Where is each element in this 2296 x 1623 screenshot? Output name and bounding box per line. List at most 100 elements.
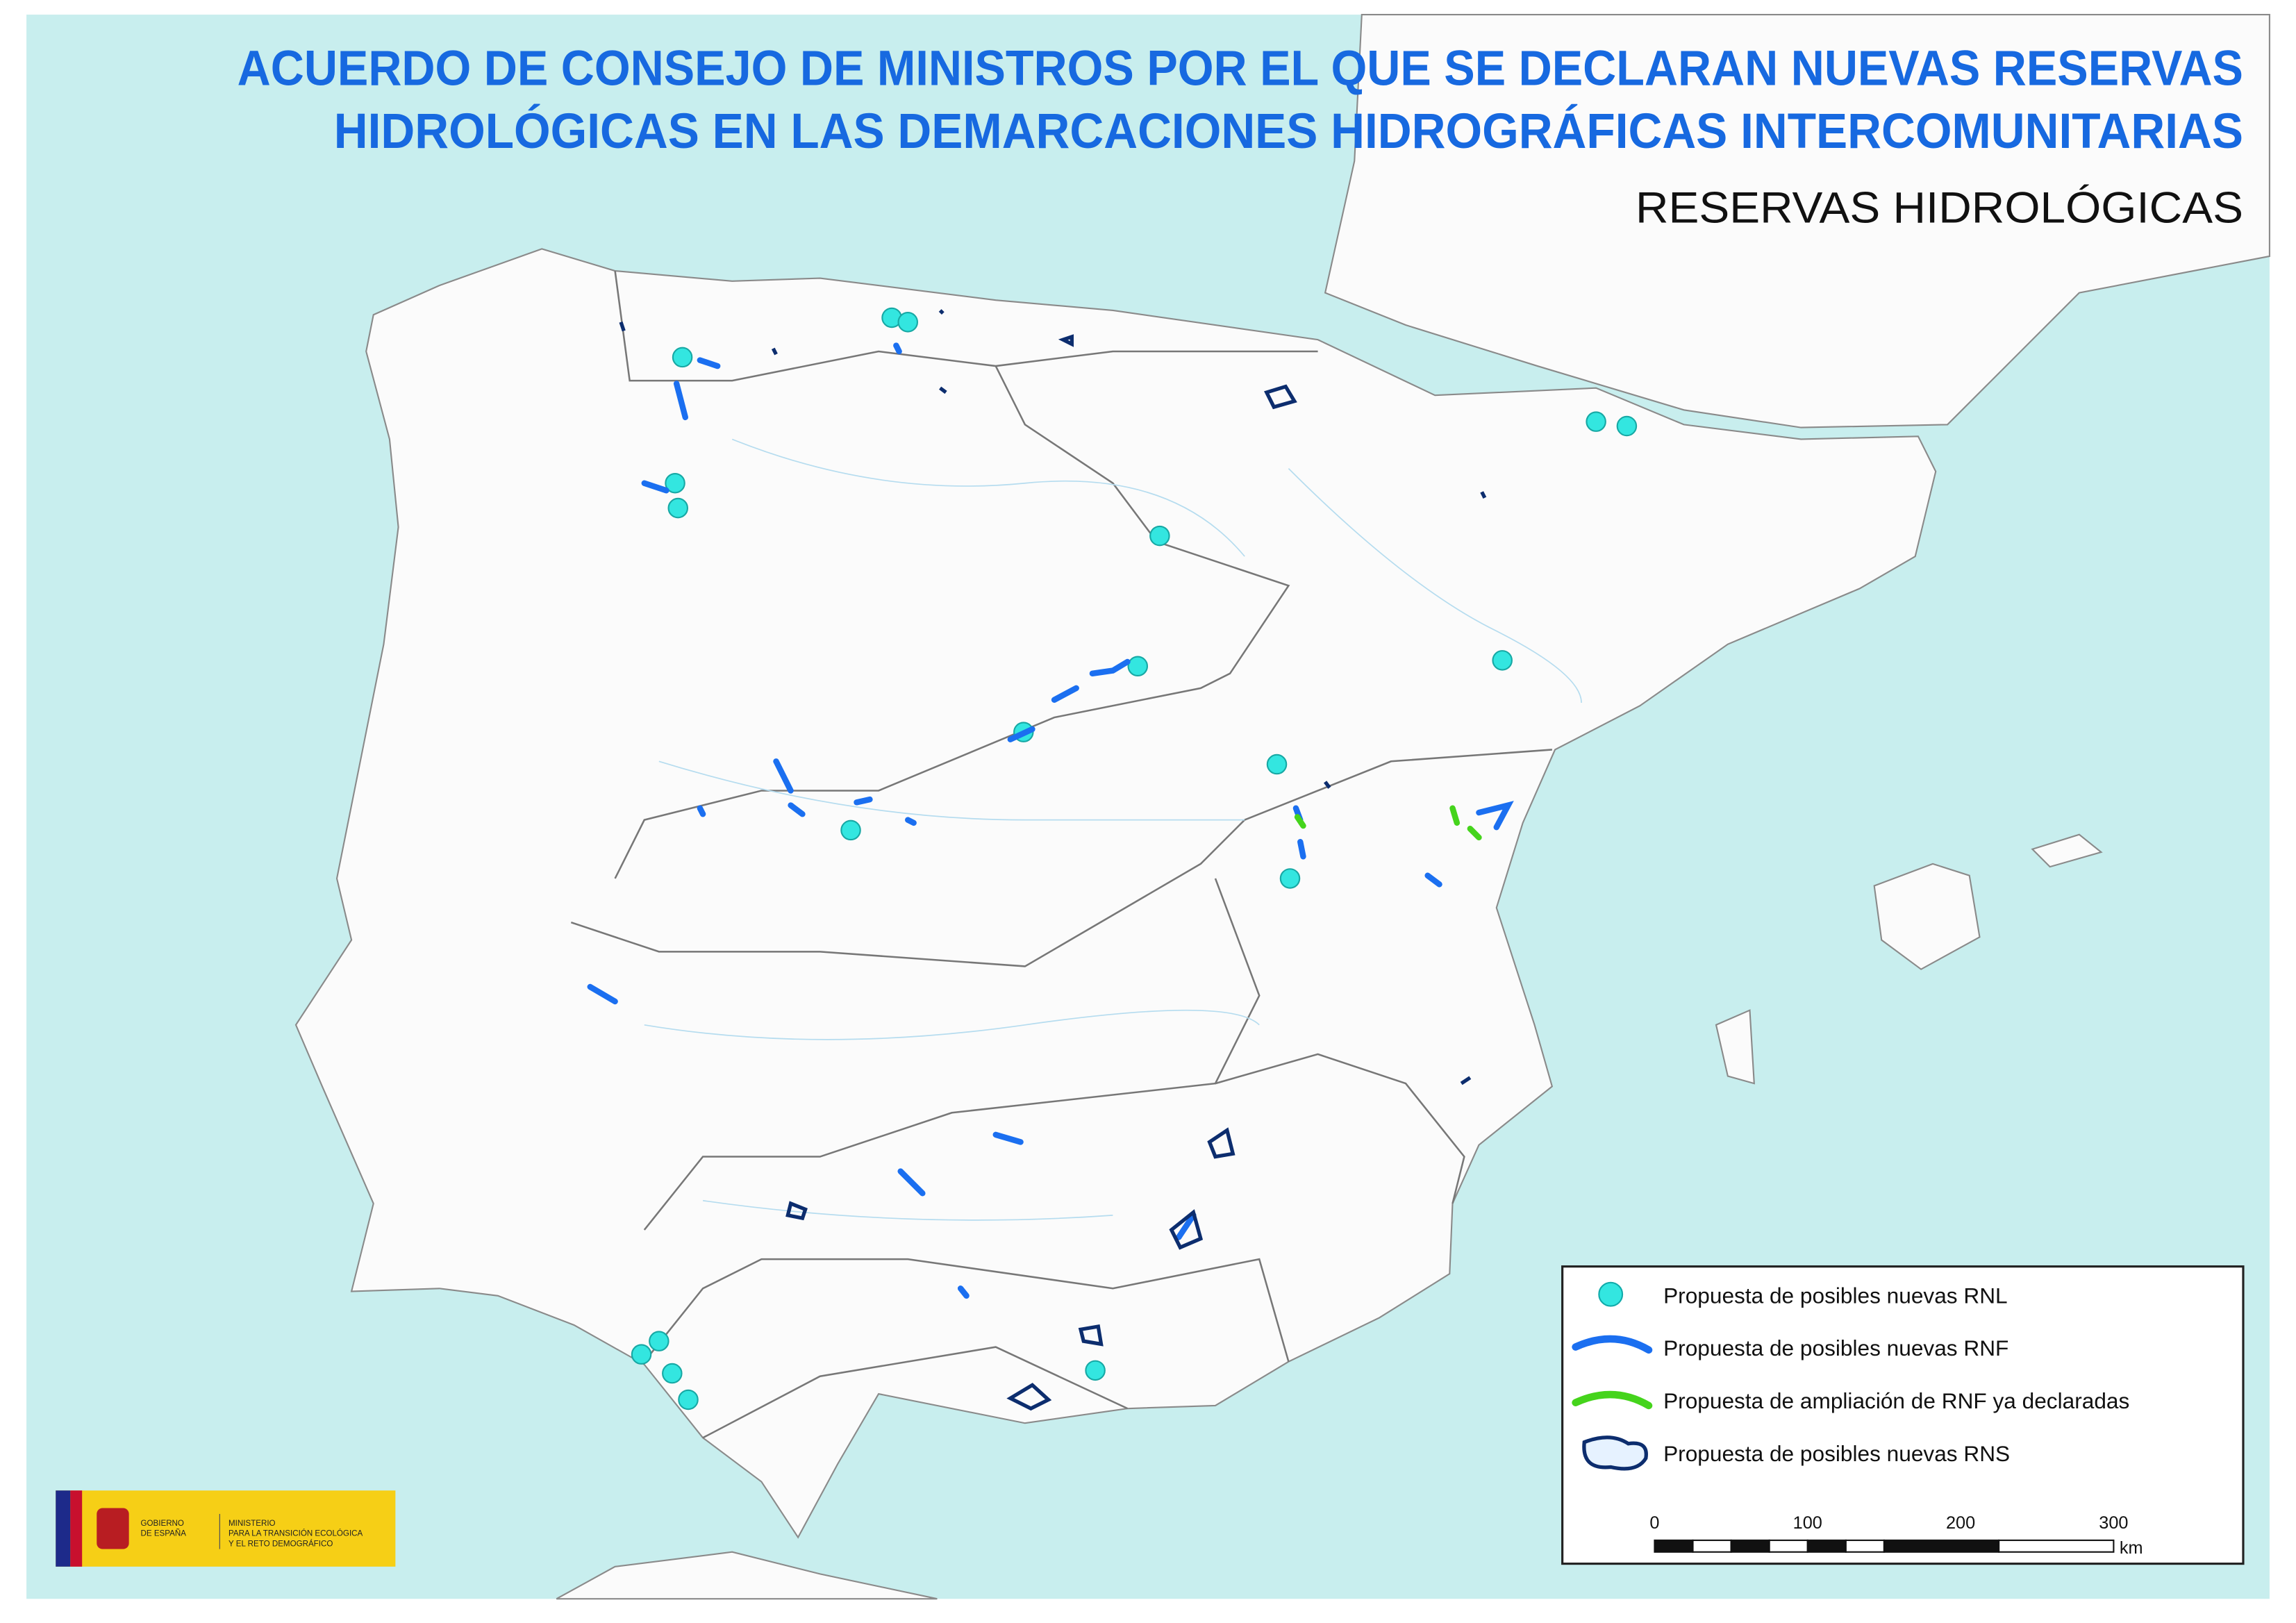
rnl-point xyxy=(678,1389,699,1410)
title-line2: HIDROLÓGICAS EN LAS DEMARCACIONES HIDROG… xyxy=(334,103,2243,159)
rnf-reach xyxy=(1297,839,1306,860)
rns-area xyxy=(939,386,947,394)
rns-area xyxy=(1006,1383,1052,1411)
rns-area xyxy=(1078,1324,1104,1347)
logo-text: Y EL RETO DEMOGRÁFICO xyxy=(228,1539,333,1548)
france xyxy=(1324,14,2270,428)
rnf-reach xyxy=(897,1168,926,1197)
basin-border xyxy=(570,749,1552,967)
rnl-point xyxy=(1266,754,1288,775)
scale-segment xyxy=(1806,1539,1847,1553)
rnl-point xyxy=(1149,525,1170,547)
rnf-reach xyxy=(893,342,902,355)
legend-label: Propuesta de posibles nuevas RNS xyxy=(1663,1441,2010,1466)
legend-rnf-symbol xyxy=(1572,1335,1653,1354)
rnf-extension xyxy=(1294,814,1306,829)
rnl-point xyxy=(631,1344,652,1365)
rnf-extension xyxy=(1449,805,1461,826)
rnl-point xyxy=(672,347,693,368)
rns-area xyxy=(1264,384,1297,410)
rnf-reach xyxy=(992,1131,1024,1145)
logo-text: GOBIERNO xyxy=(141,1520,184,1528)
rnl-point xyxy=(1279,868,1301,889)
rnl-point xyxy=(897,312,919,333)
rnf-reach xyxy=(1476,801,1514,831)
logo-flag-eu xyxy=(56,1490,71,1567)
rnf-reach xyxy=(1051,685,1079,703)
basin-border xyxy=(643,878,1261,1231)
basin-border xyxy=(643,1258,1290,1363)
legend-label: Propuesta de posibles nuevas RNL xyxy=(1663,1283,2008,1308)
logo-shield xyxy=(97,1508,129,1549)
rnl-point xyxy=(665,472,685,494)
basin-border xyxy=(614,365,1290,879)
rnf-reach xyxy=(905,817,917,826)
legend-ampl-symbol xyxy=(1572,1390,1653,1410)
rnf-reach xyxy=(673,381,689,421)
rnl-point xyxy=(1127,656,1148,677)
rnf-reach xyxy=(1424,872,1442,888)
rns-area xyxy=(1169,1209,1204,1250)
rns-area xyxy=(1323,781,1331,789)
legend-rnl-symbol xyxy=(1598,1281,1624,1307)
rns-area xyxy=(938,309,945,315)
rnl-point xyxy=(1085,1360,1106,1381)
river xyxy=(644,438,1582,1221)
rnf-reach xyxy=(1007,726,1035,742)
scale-label: 200 xyxy=(1946,1513,1975,1533)
rnf-reach xyxy=(1176,1212,1197,1240)
rnf-reach xyxy=(773,758,794,794)
scale-segment xyxy=(1730,1539,1770,1553)
mallorca xyxy=(1873,863,1981,970)
rns-area xyxy=(1480,491,1487,499)
rnl-point xyxy=(649,1331,669,1351)
menorca xyxy=(2031,833,2103,868)
legend-box xyxy=(1561,1265,2245,1565)
scale-unit: km xyxy=(2120,1538,2143,1558)
scale-segment xyxy=(1692,1539,1732,1553)
scale-label: 300 xyxy=(2099,1513,2128,1533)
scale-label: 0 xyxy=(1649,1513,1659,1533)
rnl-point xyxy=(840,819,861,841)
scale-segment xyxy=(1654,1539,1694,1553)
logo-flag xyxy=(70,1490,83,1567)
basin-border xyxy=(614,270,1318,382)
logo-text: MINISTERIO xyxy=(228,1520,276,1528)
features xyxy=(587,307,1638,1411)
rnf-reach xyxy=(587,983,618,1005)
subtitle: RESERVAS HIDROLÓGICAS xyxy=(1636,183,2243,232)
rns-area xyxy=(1207,1127,1236,1159)
basin-border xyxy=(1215,1053,1465,1204)
rns-area xyxy=(619,321,626,332)
scale-segment xyxy=(1768,1539,1808,1553)
rns-area xyxy=(771,347,778,356)
scale-segment xyxy=(1845,1539,1885,1553)
rnf-reach xyxy=(788,802,806,817)
rnl-point xyxy=(667,497,689,519)
rnf-extension xyxy=(1467,826,1482,841)
scale-segment xyxy=(1998,1539,2115,1553)
logo-text: DE ESPAÑA xyxy=(141,1529,187,1538)
ibiza xyxy=(1715,1009,1755,1085)
scale-label: 100 xyxy=(1793,1513,1822,1533)
rnf-reach xyxy=(854,796,873,806)
legend-label: Propuesta de ampliación de RNF ya declar… xyxy=(1663,1388,2129,1413)
africa xyxy=(556,1551,938,1600)
rnf-reach xyxy=(957,1285,970,1299)
iberian-peninsula xyxy=(294,248,1937,1539)
title-line1: ACUERDO DE CONSEJO DE MINISTROS POR EL Q… xyxy=(238,40,2243,96)
rnf-reach xyxy=(641,480,669,494)
rnl-point xyxy=(1616,415,1638,437)
rnf-reach xyxy=(697,357,721,369)
legend: Propuesta de posibles nuevas RNL Propues… xyxy=(1561,1265,2245,1565)
logo-text: PARA LA TRANSICIÓN ECOLÓGICA xyxy=(228,1529,363,1538)
rnl-point xyxy=(662,1363,683,1384)
rnl-point xyxy=(1492,650,1513,671)
rns-area xyxy=(1058,334,1074,347)
rns-area xyxy=(785,1201,808,1221)
legend-label: Propuesta de posibles nuevas RNF xyxy=(1663,1335,2008,1360)
basin-border xyxy=(702,1346,1129,1439)
